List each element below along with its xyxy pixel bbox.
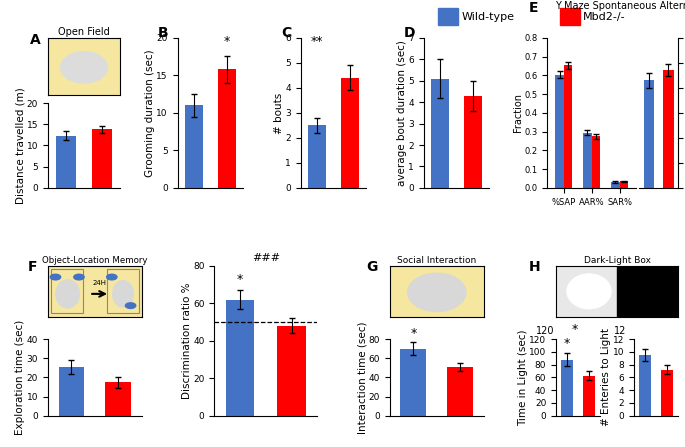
Text: A: A bbox=[30, 34, 40, 47]
Title: Social Interaction: Social Interaction bbox=[397, 256, 476, 265]
FancyBboxPatch shape bbox=[107, 269, 139, 313]
Title: Open Field: Open Field bbox=[58, 27, 110, 37]
Text: ###: ### bbox=[252, 253, 280, 263]
Text: 24H: 24H bbox=[92, 280, 107, 286]
Text: **: ** bbox=[311, 35, 323, 48]
Bar bbox=[560, 8, 580, 25]
Ellipse shape bbox=[408, 273, 466, 312]
Bar bbox=[432, 79, 449, 188]
Bar bbox=[663, 71, 674, 188]
Text: G: G bbox=[366, 260, 377, 274]
Text: *: * bbox=[237, 274, 243, 287]
Bar bbox=[56, 136, 76, 188]
Title: Dark-Light Box: Dark-Light Box bbox=[584, 256, 651, 265]
Bar bbox=[611, 182, 619, 188]
Bar bbox=[556, 266, 617, 317]
Bar bbox=[308, 126, 326, 188]
Text: H: H bbox=[530, 260, 541, 274]
Text: Mbd2-/-: Mbd2-/- bbox=[583, 12, 625, 22]
Text: *: * bbox=[571, 323, 578, 336]
Text: Wild-type: Wild-type bbox=[462, 12, 514, 22]
Bar bbox=[644, 80, 654, 188]
Bar bbox=[218, 69, 236, 188]
Y-axis label: # bouts: # bouts bbox=[274, 93, 284, 134]
Circle shape bbox=[50, 274, 61, 280]
Bar bbox=[277, 326, 306, 416]
Ellipse shape bbox=[113, 281, 134, 307]
Bar bbox=[583, 375, 595, 416]
Bar bbox=[438, 8, 458, 25]
Bar bbox=[226, 299, 254, 416]
Text: *: * bbox=[224, 35, 230, 48]
FancyBboxPatch shape bbox=[51, 269, 83, 313]
Y-axis label: Distance travelled (m): Distance travelled (m) bbox=[15, 87, 25, 204]
Y-axis label: Fraction: Fraction bbox=[512, 93, 523, 132]
Text: E: E bbox=[530, 0, 538, 14]
Bar bbox=[619, 181, 628, 188]
Bar bbox=[661, 370, 673, 416]
Bar bbox=[401, 349, 426, 416]
Y-axis label: Interaction time (sec): Interaction time (sec) bbox=[357, 321, 367, 434]
Text: 12: 12 bbox=[614, 326, 626, 336]
Ellipse shape bbox=[56, 280, 79, 308]
Bar bbox=[638, 355, 651, 416]
Bar bbox=[92, 129, 112, 188]
Bar bbox=[185, 105, 203, 188]
Circle shape bbox=[107, 274, 117, 280]
Bar bbox=[564, 65, 572, 188]
Title: Object-Location Memory: Object-Location Memory bbox=[42, 256, 148, 265]
Bar bbox=[561, 359, 573, 416]
Bar bbox=[584, 133, 592, 188]
Ellipse shape bbox=[60, 52, 108, 83]
Y-axis label: # Enteries to Light: # Enteries to Light bbox=[601, 329, 611, 426]
Y-axis label: average bout duration (sec): average bout duration (sec) bbox=[397, 40, 407, 186]
Bar bbox=[617, 266, 678, 317]
Text: Y Maze Spontaneous Alternation Test: Y Maze Spontaneous Alternation Test bbox=[555, 0, 685, 11]
Circle shape bbox=[125, 303, 136, 308]
Text: *: * bbox=[410, 327, 416, 340]
Text: D: D bbox=[404, 26, 416, 40]
Bar bbox=[58, 367, 84, 416]
Text: C: C bbox=[281, 26, 291, 40]
Bar bbox=[556, 75, 564, 188]
Text: *: * bbox=[564, 337, 571, 350]
Text: F: F bbox=[27, 260, 37, 274]
Bar bbox=[464, 96, 482, 188]
Y-axis label: Exploration time (sec): Exploration time (sec) bbox=[15, 320, 25, 435]
Y-axis label: Discrimination ratio %: Discrimination ratio % bbox=[182, 283, 192, 399]
Bar bbox=[341, 78, 359, 188]
Text: 120: 120 bbox=[536, 326, 555, 336]
Bar bbox=[105, 382, 132, 416]
Y-axis label: Grooming duration (sec): Grooming duration (sec) bbox=[145, 49, 155, 177]
Bar bbox=[447, 367, 473, 416]
Text: B: B bbox=[158, 26, 169, 40]
Y-axis label: Time in Light (sec): Time in Light (sec) bbox=[518, 329, 527, 426]
Bar bbox=[592, 136, 600, 188]
Ellipse shape bbox=[567, 274, 611, 309]
Circle shape bbox=[74, 274, 84, 280]
